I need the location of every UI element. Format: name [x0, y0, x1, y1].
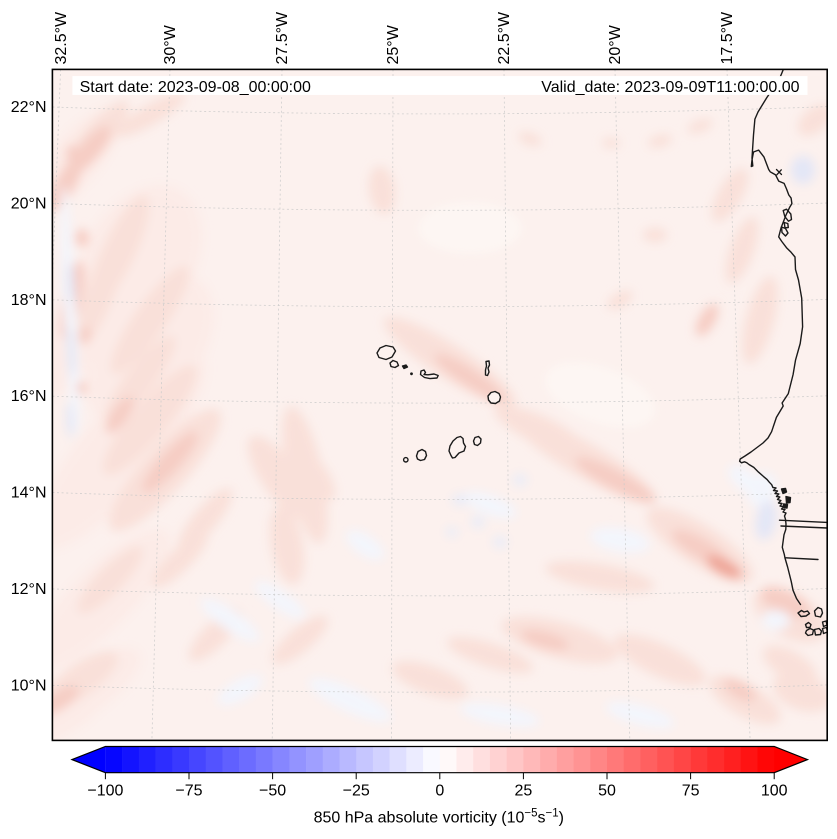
- svg-text:25°W: 25°W: [385, 24, 402, 64]
- svg-text:30°W: 30°W: [162, 24, 179, 64]
- svg-text:−50: −50: [259, 783, 286, 800]
- svg-text:−75: −75: [175, 783, 202, 800]
- svg-text:−25: −25: [343, 783, 370, 800]
- svg-text:75: 75: [682, 783, 700, 800]
- svg-text:17.5°W: 17.5°W: [719, 11, 736, 65]
- svg-text:850 hPa absolute vorticity (10: 850 hPa absolute vorticity (10−5s−1): [314, 808, 564, 827]
- svg-text:16°N: 16°N: [11, 388, 47, 405]
- svg-text:22.5°W: 22.5°W: [496, 11, 513, 65]
- svg-text:50: 50: [598, 783, 616, 800]
- svg-text:32.5°W: 32.5°W: [53, 11, 70, 65]
- svg-text:12°N: 12°N: [11, 581, 47, 598]
- svg-text:Valid_date: 2023-09-09T11:00:0: Valid_date: 2023-09-09T11:00:00.00: [541, 79, 799, 96]
- svg-text:27.5°W: 27.5°W: [274, 11, 291, 65]
- svg-text:20°W: 20°W: [607, 24, 624, 64]
- svg-text:Start date: 2023-09-08_00:00:0: Start date: 2023-09-08_00:00:00: [80, 79, 311, 96]
- svg-text:20°N: 20°N: [11, 195, 47, 212]
- svg-text:22°N: 22°N: [11, 99, 47, 116]
- svg-text:14°N: 14°N: [11, 485, 47, 502]
- svg-text:25: 25: [515, 783, 533, 800]
- svg-text:0: 0: [435, 783, 444, 800]
- svg-text:100: 100: [761, 783, 788, 800]
- svg-text:18°N: 18°N: [11, 292, 47, 309]
- svg-text:−100: −100: [87, 783, 123, 800]
- svg-text:10°N: 10°N: [11, 677, 47, 694]
